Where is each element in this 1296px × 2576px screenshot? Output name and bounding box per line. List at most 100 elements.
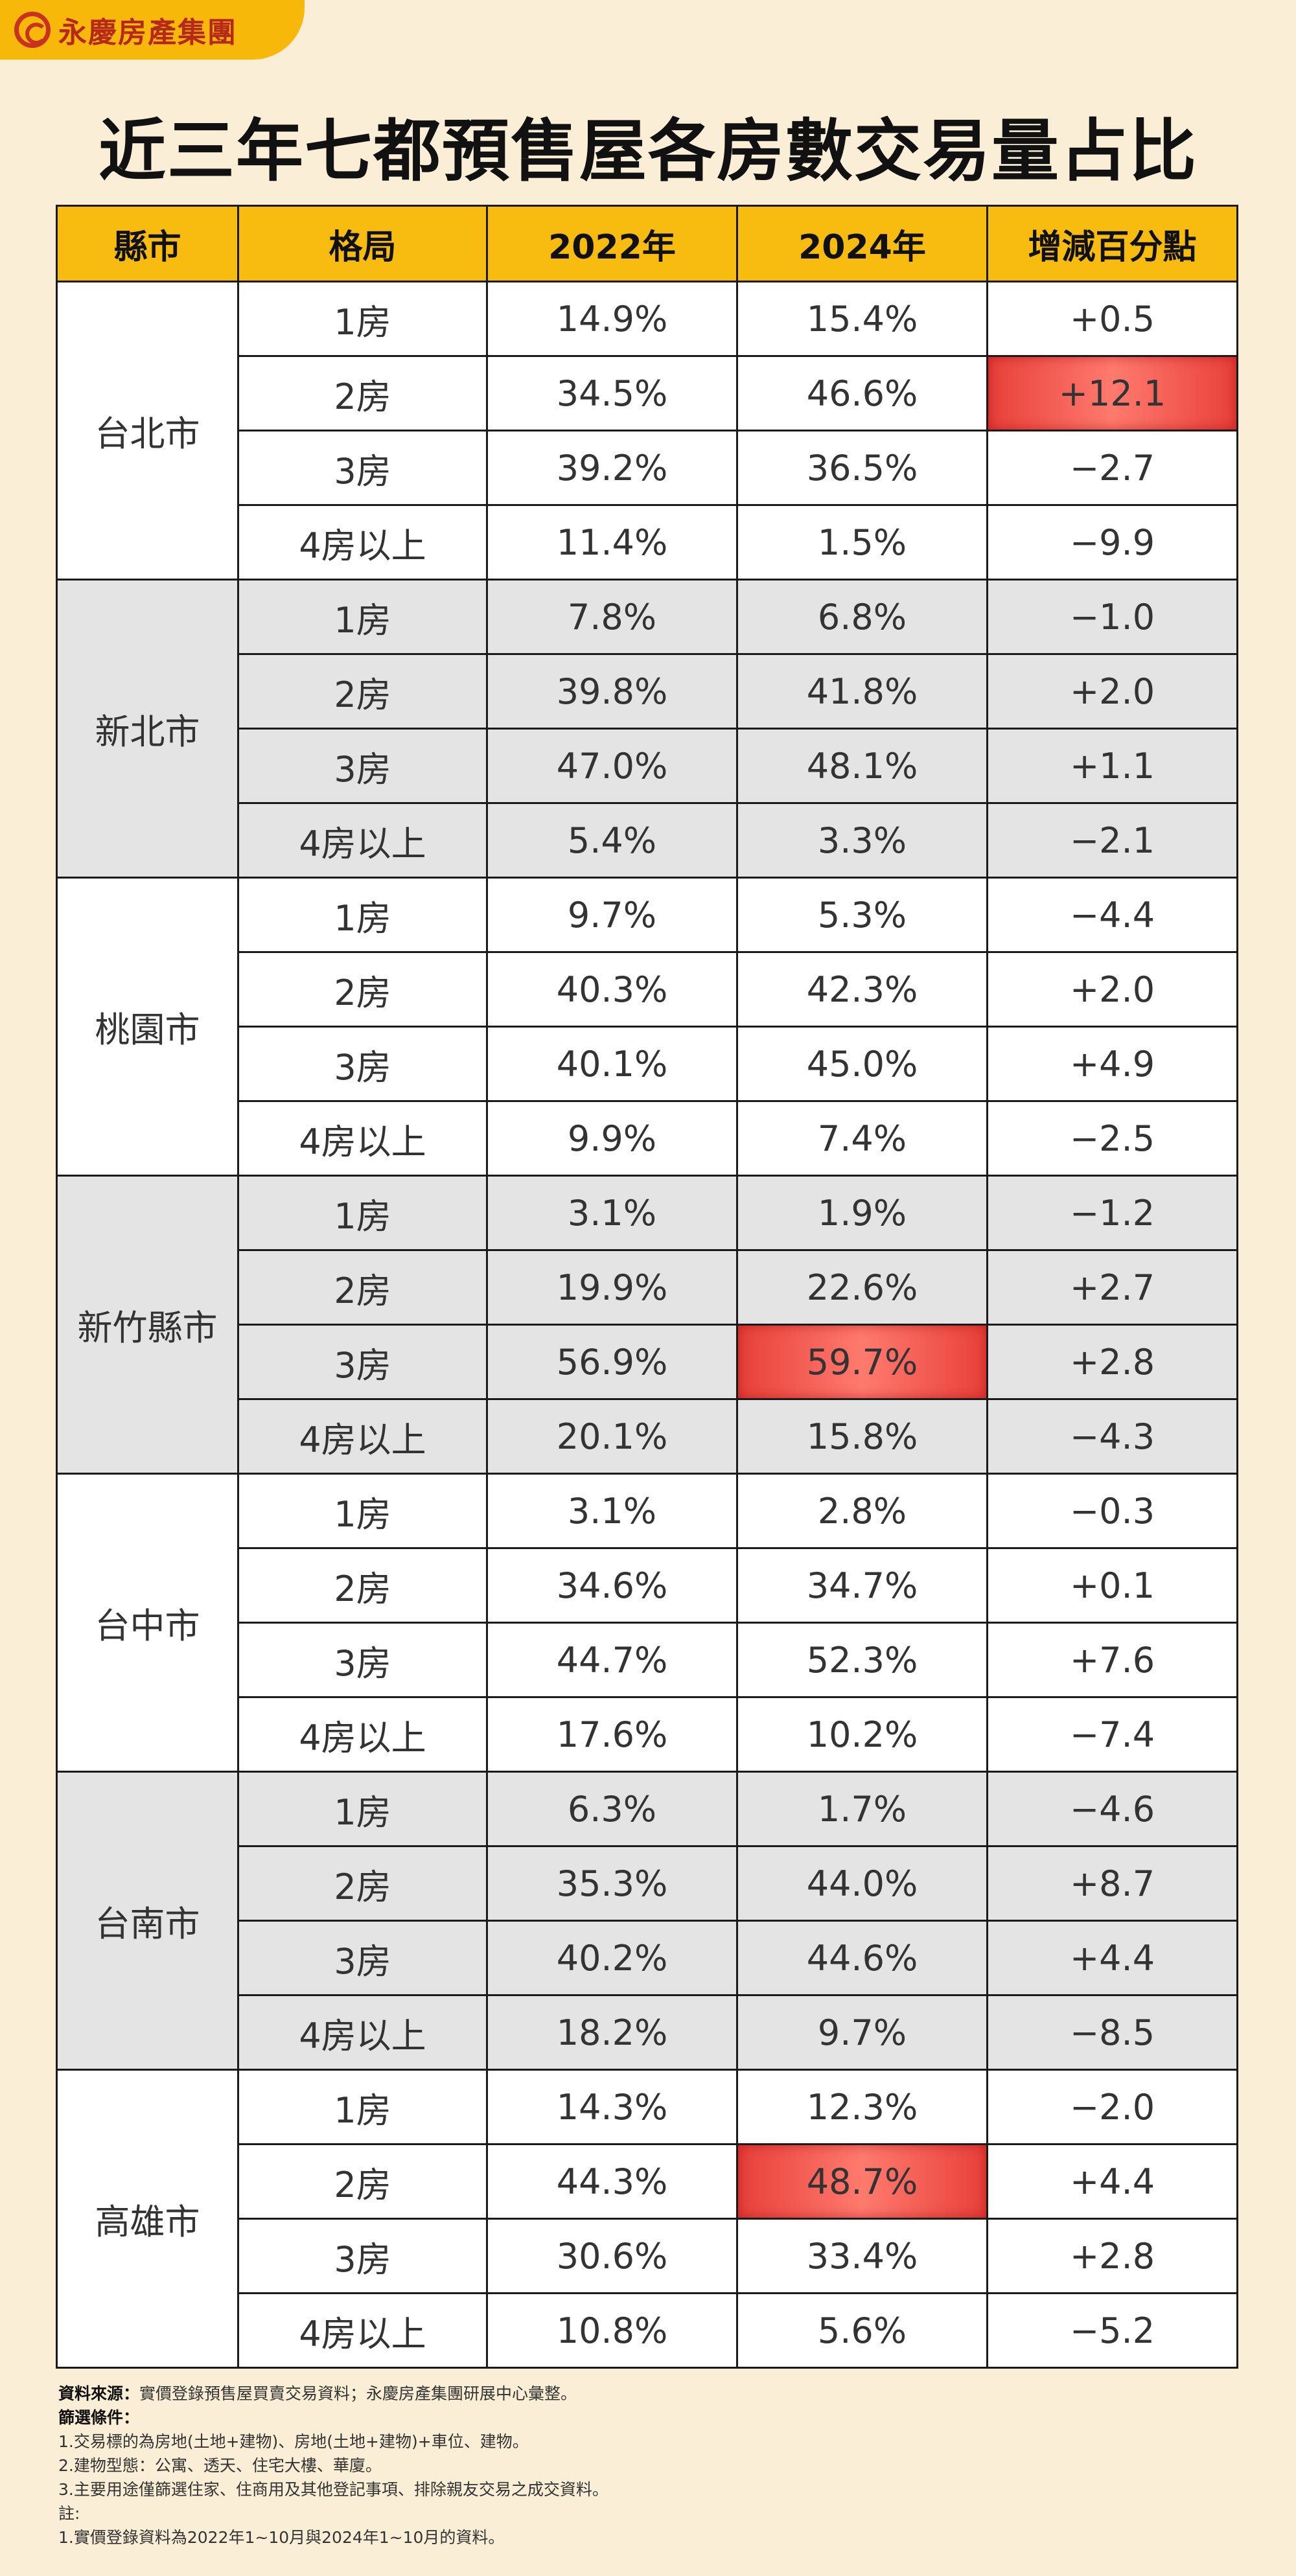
diff-cell: −2.0 [986, 2069, 1238, 2145]
value-2024-cell: 15.8% [736, 1398, 988, 1475]
diff-cell: −1.2 [986, 1175, 1238, 1251]
value-2024-cell: 7.4% [736, 1100, 988, 1177]
header-layout: 格局 [237, 205, 488, 282]
layout-cell: 4房以上 [237, 802, 488, 879]
diff-cell: +8.7 [986, 1845, 1238, 1922]
value-2022-cell: 56.9% [486, 1324, 738, 1400]
layout-cell: 1房 [237, 579, 488, 655]
remark-item: 1.實價登錄資料為2022年1~10月與2024年1~10月的資料。 [58, 2528, 505, 2547]
yongqing-logo-icon [14, 12, 51, 48]
table-row: 3房 44.7% 52.3% +7.6 [57, 1622, 1238, 1698]
table-row: 2房 39.8% 41.8% +2.0 [57, 653, 1238, 730]
table-row: 3房 40.1% 45.0% +4.9 [57, 1026, 1238, 1102]
value-2022-cell: 14.9% [486, 281, 738, 357]
layout-cell: 3房 [237, 1324, 488, 1400]
city-cell: 台南市 [56, 1771, 239, 2071]
diff-cell: +4.4 [986, 1920, 1238, 1996]
diff-cell: −5.2 [986, 2292, 1238, 2369]
header-2022: 2022年 [486, 205, 738, 282]
table-row: 3房 47.0% 48.1% +1.1 [57, 728, 1238, 804]
layout-cell: 2房 [237, 1249, 488, 1326]
diff-cell: +1.1 [986, 728, 1238, 804]
diff-cell: −4.4 [986, 877, 1238, 953]
table-row: 2房 40.3% 42.3% +2.0 [57, 951, 1238, 1028]
diff-cell: −8.5 [986, 1994, 1238, 2071]
value-2022-cell: 10.8% [486, 2292, 738, 2369]
value-2024-cell: 1.9% [736, 1175, 988, 1251]
layout-cell: 2房 [237, 355, 488, 431]
table-row: 3房 30.6% 33.4% +2.8 [57, 2218, 1238, 2294]
value-2024-cell: 5.3% [736, 877, 988, 953]
filter-item: 3.主要用途僅篩選住家、住商用及其他登記事項、排除親友交易之成交資料。 [58, 2480, 608, 2499]
table-row: 4房以上 10.8% 5.6% −5.2 [57, 2292, 1238, 2369]
layout-cell: 1房 [237, 1175, 488, 1251]
value-2022-cell: 44.3% [486, 2143, 738, 2220]
table-row: 4房以上 9.9% 7.4% −2.5 [57, 1100, 1238, 1177]
layout-cell: 1房 [237, 1473, 488, 1549]
value-2022-cell: 20.1% [486, 1398, 738, 1475]
value-2024-cell: 59.7% [736, 1324, 988, 1400]
layout-cell: 3房 [237, 2218, 488, 2294]
diff-cell: +0.1 [986, 1547, 1238, 1624]
value-2022-cell: 40.2% [486, 1920, 738, 1996]
layout-cell: 4房以上 [237, 1994, 488, 2071]
layout-cell: 4房以上 [237, 1398, 488, 1475]
layout-cell: 4房以上 [237, 2292, 488, 2369]
value-2024-cell: 12.3% [736, 2069, 988, 2145]
table-row: 4房以上 11.4% 1.5% −9.9 [57, 504, 1238, 581]
value-2024-cell: 10.2% [736, 1696, 988, 1773]
diff-cell: +4.4 [986, 2143, 1238, 2220]
table-row: 2房 34.6% 34.7% +0.1 [57, 1547, 1238, 1624]
table-row: 2房 34.5% 46.6% +12.1 [57, 355, 1238, 431]
value-2022-cell: 47.0% [486, 728, 738, 804]
layout-cell: 3房 [237, 728, 488, 804]
value-2024-cell: 44.6% [736, 1920, 988, 1996]
table-row: 3房 56.9% 59.7% +2.8 [57, 1324, 1238, 1400]
value-2024-cell: 48.1% [736, 728, 988, 804]
value-2024-cell: 6.8% [736, 579, 988, 655]
value-2022-cell: 39.8% [486, 653, 738, 730]
value-2022-cell: 5.4% [486, 802, 738, 879]
table-row: 4房以上 5.4% 3.3% −2.1 [57, 802, 1238, 879]
remark-label: 註: [58, 2504, 80, 2523]
source-line: 資料來源：實價登錄預售屋買賣交易資料；永慶房產集團研展中心彙整。 [58, 2382, 1238, 2406]
value-2022-cell: 6.3% [486, 1771, 738, 1847]
table-row: 桃園市 1房 9.7% 5.3% −4.4 [56, 877, 1238, 1177]
city-cell: 新北市 [56, 579, 239, 879]
value-2022-cell: 9.9% [486, 1100, 738, 1177]
brand-name: 永慶房產集團 [58, 16, 237, 49]
header-diff: 增減百分點 [986, 205, 1238, 282]
value-2022-cell: 40.1% [486, 1026, 738, 1102]
source-label: 資料來源： [58, 2384, 140, 2403]
diff-cell: +12.1 [986, 355, 1238, 431]
layout-cell: 1房 [237, 2069, 488, 2145]
table-row: 台北市 1房 14.9% 15.4% +0.5 [56, 281, 1238, 581]
diff-cell: +4.9 [986, 1026, 1238, 1102]
value-2024-cell: 3.3% [736, 802, 988, 879]
value-2024-cell: 45.0% [736, 1026, 988, 1102]
layout-cell: 2房 [237, 1845, 488, 1922]
layout-cell: 3房 [237, 1026, 488, 1102]
source-text: 實價登錄預售屋買賣交易資料；永慶房產集團研展中心彙整。 [139, 2384, 577, 2403]
table-row: 2房 44.3% 48.7% +4.4 [57, 2143, 1238, 2220]
city-cell: 台中市 [56, 1473, 239, 1773]
layout-cell: 2房 [237, 2143, 488, 2220]
layout-cell: 3房 [237, 1622, 488, 1698]
value-2022-cell: 30.6% [486, 2218, 738, 2294]
filter-item: 1.交易標的為房地(土地+建物)、房地(土地+建物)+車位、建物。 [58, 2432, 529, 2451]
transaction-share-table: 縣市 格局 2022年 2024年 增減百分點 台北市 1房 14.9% 15.4% +… [56, 205, 1238, 2369]
layout-cell: 4房以上 [237, 1100, 488, 1177]
brand-banner: 永慶房產集團 [0, 0, 305, 60]
table-row: 3房 39.2% 36.5% −2.7 [57, 430, 1238, 506]
diff-cell: +2.8 [986, 2218, 1238, 2294]
diff-cell: +2.8 [986, 1324, 1238, 1400]
diff-cell: −4.3 [986, 1398, 1238, 1475]
value-2024-cell: 41.8% [736, 653, 988, 730]
value-2024-cell: 33.4% [736, 2218, 988, 2294]
value-2022-cell: 7.8% [486, 579, 738, 655]
table-row: 2房 19.9% 22.6% +2.7 [57, 1249, 1238, 1326]
table-row: 台南市 1房 6.3% 1.7% −4.6 [56, 1771, 1238, 2071]
city-cell: 高雄市 [56, 2069, 239, 2369]
value-2022-cell: 39.2% [486, 430, 738, 506]
layout-cell: 4房以上 [237, 504, 488, 581]
